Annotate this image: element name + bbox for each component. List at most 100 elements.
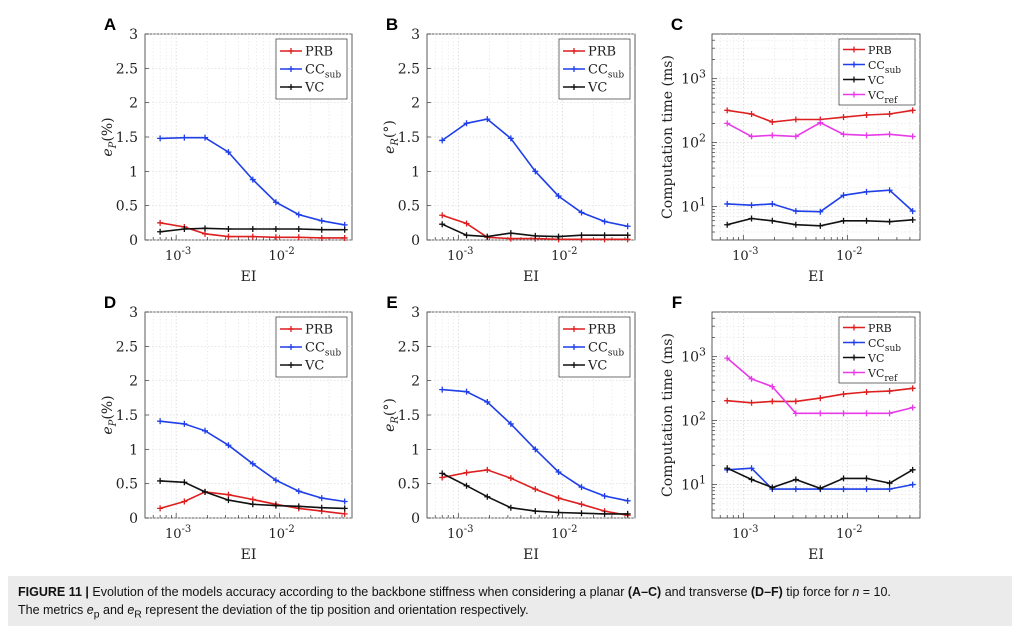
data-point bbox=[624, 232, 631, 239]
legend-item-prb: PRB bbox=[563, 45, 616, 60]
data-point bbox=[792, 398, 799, 405]
y-tick-label: 3 bbox=[411, 305, 420, 321]
data-point bbox=[840, 192, 847, 199]
data-point bbox=[909, 404, 916, 411]
x-tick-label: 10-3 bbox=[447, 524, 473, 542]
legend-label: CCsub bbox=[588, 63, 624, 81]
legend-item-ccsub: CCsub bbox=[280, 341, 341, 359]
data-point bbox=[157, 418, 164, 425]
data-point bbox=[601, 232, 608, 239]
data-point bbox=[817, 208, 824, 215]
data-point bbox=[484, 116, 491, 123]
data-point bbox=[886, 111, 893, 118]
data-point bbox=[507, 475, 514, 482]
y-axis-label: eR(°) bbox=[382, 398, 401, 432]
data-point bbox=[886, 388, 893, 395]
data-point bbox=[439, 470, 446, 477]
data-point bbox=[202, 225, 209, 232]
series-ccsub bbox=[439, 116, 631, 230]
legend-item-prb: PRB bbox=[280, 45, 333, 60]
legend-label: CCsub bbox=[305, 63, 341, 81]
series-ccsub bbox=[157, 418, 348, 505]
data-point bbox=[817, 119, 824, 126]
data-point bbox=[318, 504, 325, 511]
data-point bbox=[295, 211, 302, 218]
data-point bbox=[439, 212, 446, 219]
data-point bbox=[272, 234, 279, 241]
legend-label: PRB bbox=[588, 323, 616, 338]
y-tick-label: 0.5 bbox=[398, 199, 420, 215]
data-point bbox=[724, 397, 731, 404]
data-point bbox=[769, 217, 776, 224]
y-tick-label: 2 bbox=[411, 96, 420, 112]
panel-letter: C bbox=[671, 15, 683, 34]
legend-label: CCsub bbox=[305, 341, 341, 359]
legend-label: CCsub bbox=[588, 341, 624, 359]
legend-item-prb: PRB bbox=[280, 323, 333, 338]
legend-label: VC bbox=[304, 81, 324, 96]
series-vc bbox=[439, 470, 631, 517]
data-point bbox=[507, 420, 514, 427]
data-point bbox=[249, 233, 256, 240]
data-point bbox=[181, 226, 188, 233]
data-point bbox=[817, 485, 824, 492]
legend-item-ccsub: CCsub bbox=[563, 63, 624, 81]
y-tick-label: 103 bbox=[681, 68, 706, 88]
series-prb bbox=[724, 385, 916, 406]
legend-label: VC bbox=[867, 74, 884, 87]
data-point bbox=[863, 475, 870, 482]
data-point bbox=[578, 232, 585, 239]
data-point bbox=[601, 218, 608, 225]
legend-marker bbox=[851, 339, 857, 346]
y-tick-label: 2.5 bbox=[116, 339, 138, 355]
data-point bbox=[909, 208, 916, 215]
data-point bbox=[532, 508, 539, 515]
data-point bbox=[272, 226, 279, 233]
x-tick-label: 10-3 bbox=[447, 246, 473, 264]
grid bbox=[712, 34, 920, 240]
data-point bbox=[181, 479, 188, 486]
data-point bbox=[532, 486, 539, 493]
data-point bbox=[769, 119, 776, 126]
y-axis-label: eP(%) bbox=[100, 395, 119, 434]
y-tick-label: 2 bbox=[129, 374, 138, 390]
data-point bbox=[769, 398, 776, 405]
series-ccsub bbox=[157, 134, 348, 228]
series-vc bbox=[157, 477, 348, 512]
legend-label: PRB bbox=[305, 45, 333, 60]
series-vcref bbox=[724, 355, 916, 417]
data-point bbox=[840, 391, 847, 398]
data-point bbox=[724, 355, 731, 362]
legend-label: CCsub bbox=[868, 59, 901, 76]
data-point bbox=[748, 375, 755, 382]
series-ccsub bbox=[439, 386, 631, 504]
legend-label: PRB bbox=[868, 44, 892, 57]
data-point bbox=[624, 497, 631, 504]
data-point bbox=[439, 137, 446, 144]
data-point bbox=[909, 481, 916, 488]
y-tick-label: 1 bbox=[129, 164, 138, 180]
data-point bbox=[225, 491, 232, 498]
data-point bbox=[202, 230, 209, 237]
legend-label: VCref bbox=[867, 367, 898, 384]
series-vcref bbox=[724, 119, 916, 140]
y-tick-label: 2.5 bbox=[398, 339, 420, 355]
data-point bbox=[439, 386, 446, 393]
data-point bbox=[463, 232, 470, 239]
data-point bbox=[318, 217, 325, 224]
data-point bbox=[792, 486, 799, 493]
data-point bbox=[318, 226, 325, 233]
panel-letter: B bbox=[386, 15, 398, 34]
data-point bbox=[341, 510, 348, 517]
data-point bbox=[507, 135, 514, 142]
y-tick-label: 2.5 bbox=[116, 61, 138, 77]
legend-marker bbox=[851, 354, 857, 361]
y-tick-label: 0 bbox=[129, 233, 138, 249]
